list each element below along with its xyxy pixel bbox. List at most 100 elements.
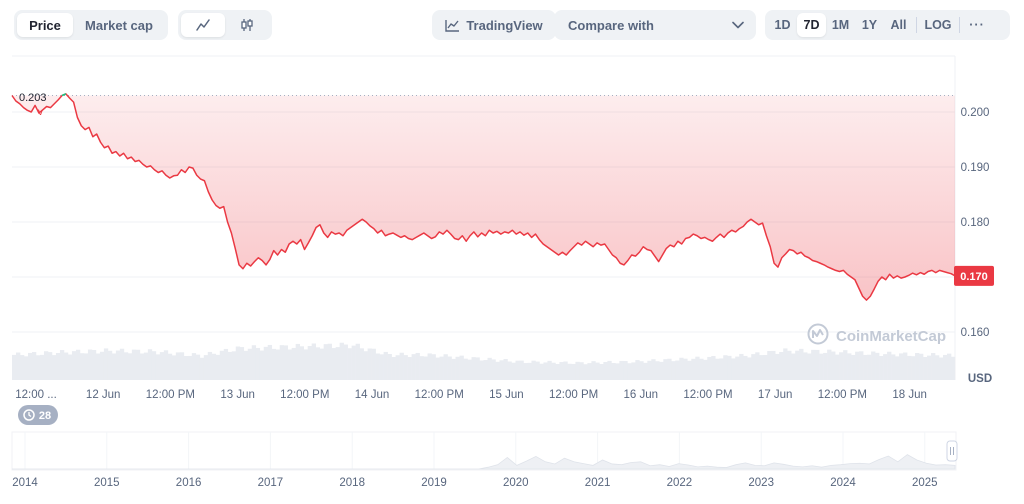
volume-bar (163, 350, 169, 380)
volume-bar (511, 362, 516, 380)
volume-bar (315, 347, 320, 380)
chevron-down-icon (732, 21, 744, 29)
volume-bar (555, 364, 560, 380)
volume-bar (283, 345, 289, 380)
log-scale-button[interactable]: LOG (924, 18, 952, 32)
navigator-handle[interactable] (946, 440, 958, 462)
year-label: 2020 (503, 477, 529, 489)
volume-bar (735, 356, 740, 380)
volume-bar (399, 352, 404, 380)
volume-bar (279, 345, 285, 380)
volume-bar (771, 350, 776, 380)
volume-bar (787, 350, 792, 380)
chart-type-toggle: Price Market cap (14, 10, 168, 40)
navigator-year-axis: 2014 2015 2016 2017 2018 2019 2020 2021 2022 2023… (12, 477, 937, 489)
more-options-button[interactable]: ··· (969, 18, 985, 32)
market-cap-tab[interactable]: Market cap (85, 17, 153, 33)
volume-bar (879, 355, 884, 380)
volume-bar (751, 354, 756, 380)
tradingview-button[interactable]: TradingView (432, 10, 556, 40)
x-tick-label: 12:00 ... (15, 389, 57, 401)
volume-bar (175, 352, 181, 380)
range-all-button[interactable]: All (890, 18, 907, 32)
volume-bar (811, 349, 816, 380)
volume-bar (23, 356, 29, 380)
volume-bar (855, 351, 860, 380)
volume-bar (731, 358, 736, 380)
events-badge[interactable]: 28 (18, 405, 58, 425)
volume-bar (691, 358, 696, 380)
volume-bar (755, 352, 760, 380)
volume-bar (151, 351, 157, 380)
price-tab[interactable]: Price (17, 13, 73, 37)
volume-bar (87, 349, 93, 380)
volume-bar (403, 355, 408, 380)
volume-bar (439, 356, 444, 380)
volume-bar (843, 350, 848, 380)
volume-bar (523, 363, 528, 380)
volume-bar (327, 343, 332, 380)
volume-bar (799, 348, 804, 380)
volume-bar (451, 358, 456, 380)
volume-bar (395, 355, 400, 380)
volume-bar (767, 350, 772, 380)
volume-bar (863, 354, 868, 380)
volume-bar (171, 355, 177, 380)
volume-bar (635, 360, 640, 380)
volume-bar (91, 350, 97, 380)
candlestick-chart-button[interactable] (225, 13, 269, 37)
range-1m-button[interactable]: 1M (831, 18, 850, 32)
volume-bar (623, 361, 628, 380)
volume-bar (375, 353, 380, 380)
volume-bar (51, 355, 57, 380)
volume-bar (363, 351, 368, 380)
volume-bar (371, 348, 376, 380)
volume-bar (259, 350, 265, 380)
volume-bar (219, 350, 225, 380)
range-1y-button[interactable]: 1Y (861, 18, 878, 32)
volume-bar (923, 356, 928, 380)
y-tick-label: 0.180 (961, 217, 990, 229)
volume-bar (687, 360, 692, 380)
volume-bar (59, 350, 65, 380)
volume-bar (747, 357, 752, 380)
volume-bar (331, 348, 336, 380)
volume-bar (631, 362, 636, 380)
volume-bar (783, 348, 788, 380)
volume-bar (839, 352, 844, 380)
volume-bar (947, 353, 952, 380)
volume-bar (147, 349, 153, 380)
volume-bar (707, 356, 712, 380)
volume-bar (655, 361, 660, 380)
volume-bar (807, 353, 812, 380)
volume-bar (563, 361, 568, 380)
volume-bar (927, 355, 932, 380)
volume-bar (455, 356, 460, 380)
volume-bar (343, 344, 348, 380)
range-divider (916, 17, 917, 33)
volume-bar (711, 356, 716, 380)
range-7d-button[interactable]: 7D (797, 13, 826, 37)
current-price-label: 0.170 (960, 271, 988, 283)
volume-bar (379, 354, 384, 380)
volume-bar (211, 353, 217, 380)
current-price-tag: 0.170 (954, 265, 994, 286)
price-area (12, 93, 955, 301)
y-tick-label: 0.190 (961, 162, 990, 174)
volume-bar (215, 354, 221, 380)
compare-with-dropdown[interactable]: Compare with (554, 10, 756, 40)
volume-bar (791, 353, 796, 380)
x-tick-label: 12:00 PM (818, 389, 867, 401)
line-chart-button[interactable] (181, 13, 225, 37)
volume-bar (111, 353, 117, 380)
range-1d-button[interactable]: 1D (774, 18, 791, 32)
volume-bar (703, 359, 708, 380)
x-tick-label: 12:00 PM (146, 389, 195, 401)
volume-bar (243, 350, 249, 380)
navigator[interactable]: 2014 2015 2016 2017 2018 2019 2020 2021 2022 2023… (11, 431, 958, 489)
volume-bar (619, 360, 624, 380)
volume-bar (859, 351, 864, 380)
volume-bar (827, 349, 832, 380)
volume-bar (639, 361, 644, 380)
volume-bar (387, 354, 392, 380)
